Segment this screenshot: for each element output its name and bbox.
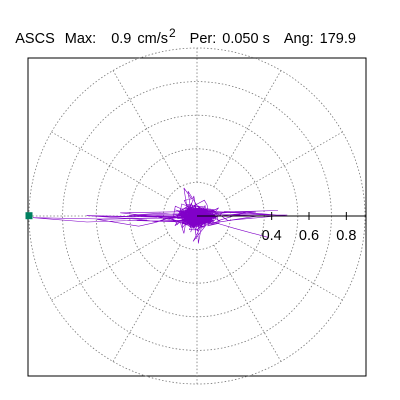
max-direction-marker [25, 212, 33, 220]
per-label: Per: [189, 31, 217, 47]
max-label: Max: [64, 31, 97, 47]
grid-spoke [112, 70, 181, 188]
max-unit: cm/s [137, 31, 168, 47]
per-value: 0.050 s [222, 31, 270, 47]
max-unit-superscript: 2 [168, 26, 176, 40]
grid-spoke [225, 131, 343, 200]
orbit-trace [32, 187, 288, 244]
grid-spoke [51, 232, 169, 301]
radial-tick-label: 0.4 [262, 228, 282, 244]
grid-spoke [51, 131, 169, 200]
chart-header: ASCS Max: 0.9 cm/s2 Per: 0.050 s Ang: 179.9 [8, 12, 356, 48]
radial-axis: 0.4 0.6 0.8 [197, 212, 366, 244]
max-value: 0.9 [111, 31, 132, 47]
grid-spoke [213, 70, 282, 188]
max-marker [25, 212, 33, 220]
grid-spoke [112, 244, 181, 362]
ang-label: Ang: [283, 31, 314, 47]
max-excursion-trace [32, 217, 158, 223]
ang-value: 179.9 [319, 31, 356, 47]
grid-spoke [225, 232, 343, 301]
grid-spoke [213, 244, 282, 362]
radial-tick-label: 0.8 [336, 228, 356, 244]
radial-tick-label: 0.6 [299, 228, 319, 244]
orbit-trace-path [86, 187, 288, 244]
channel-name: ASCS [15, 31, 55, 47]
